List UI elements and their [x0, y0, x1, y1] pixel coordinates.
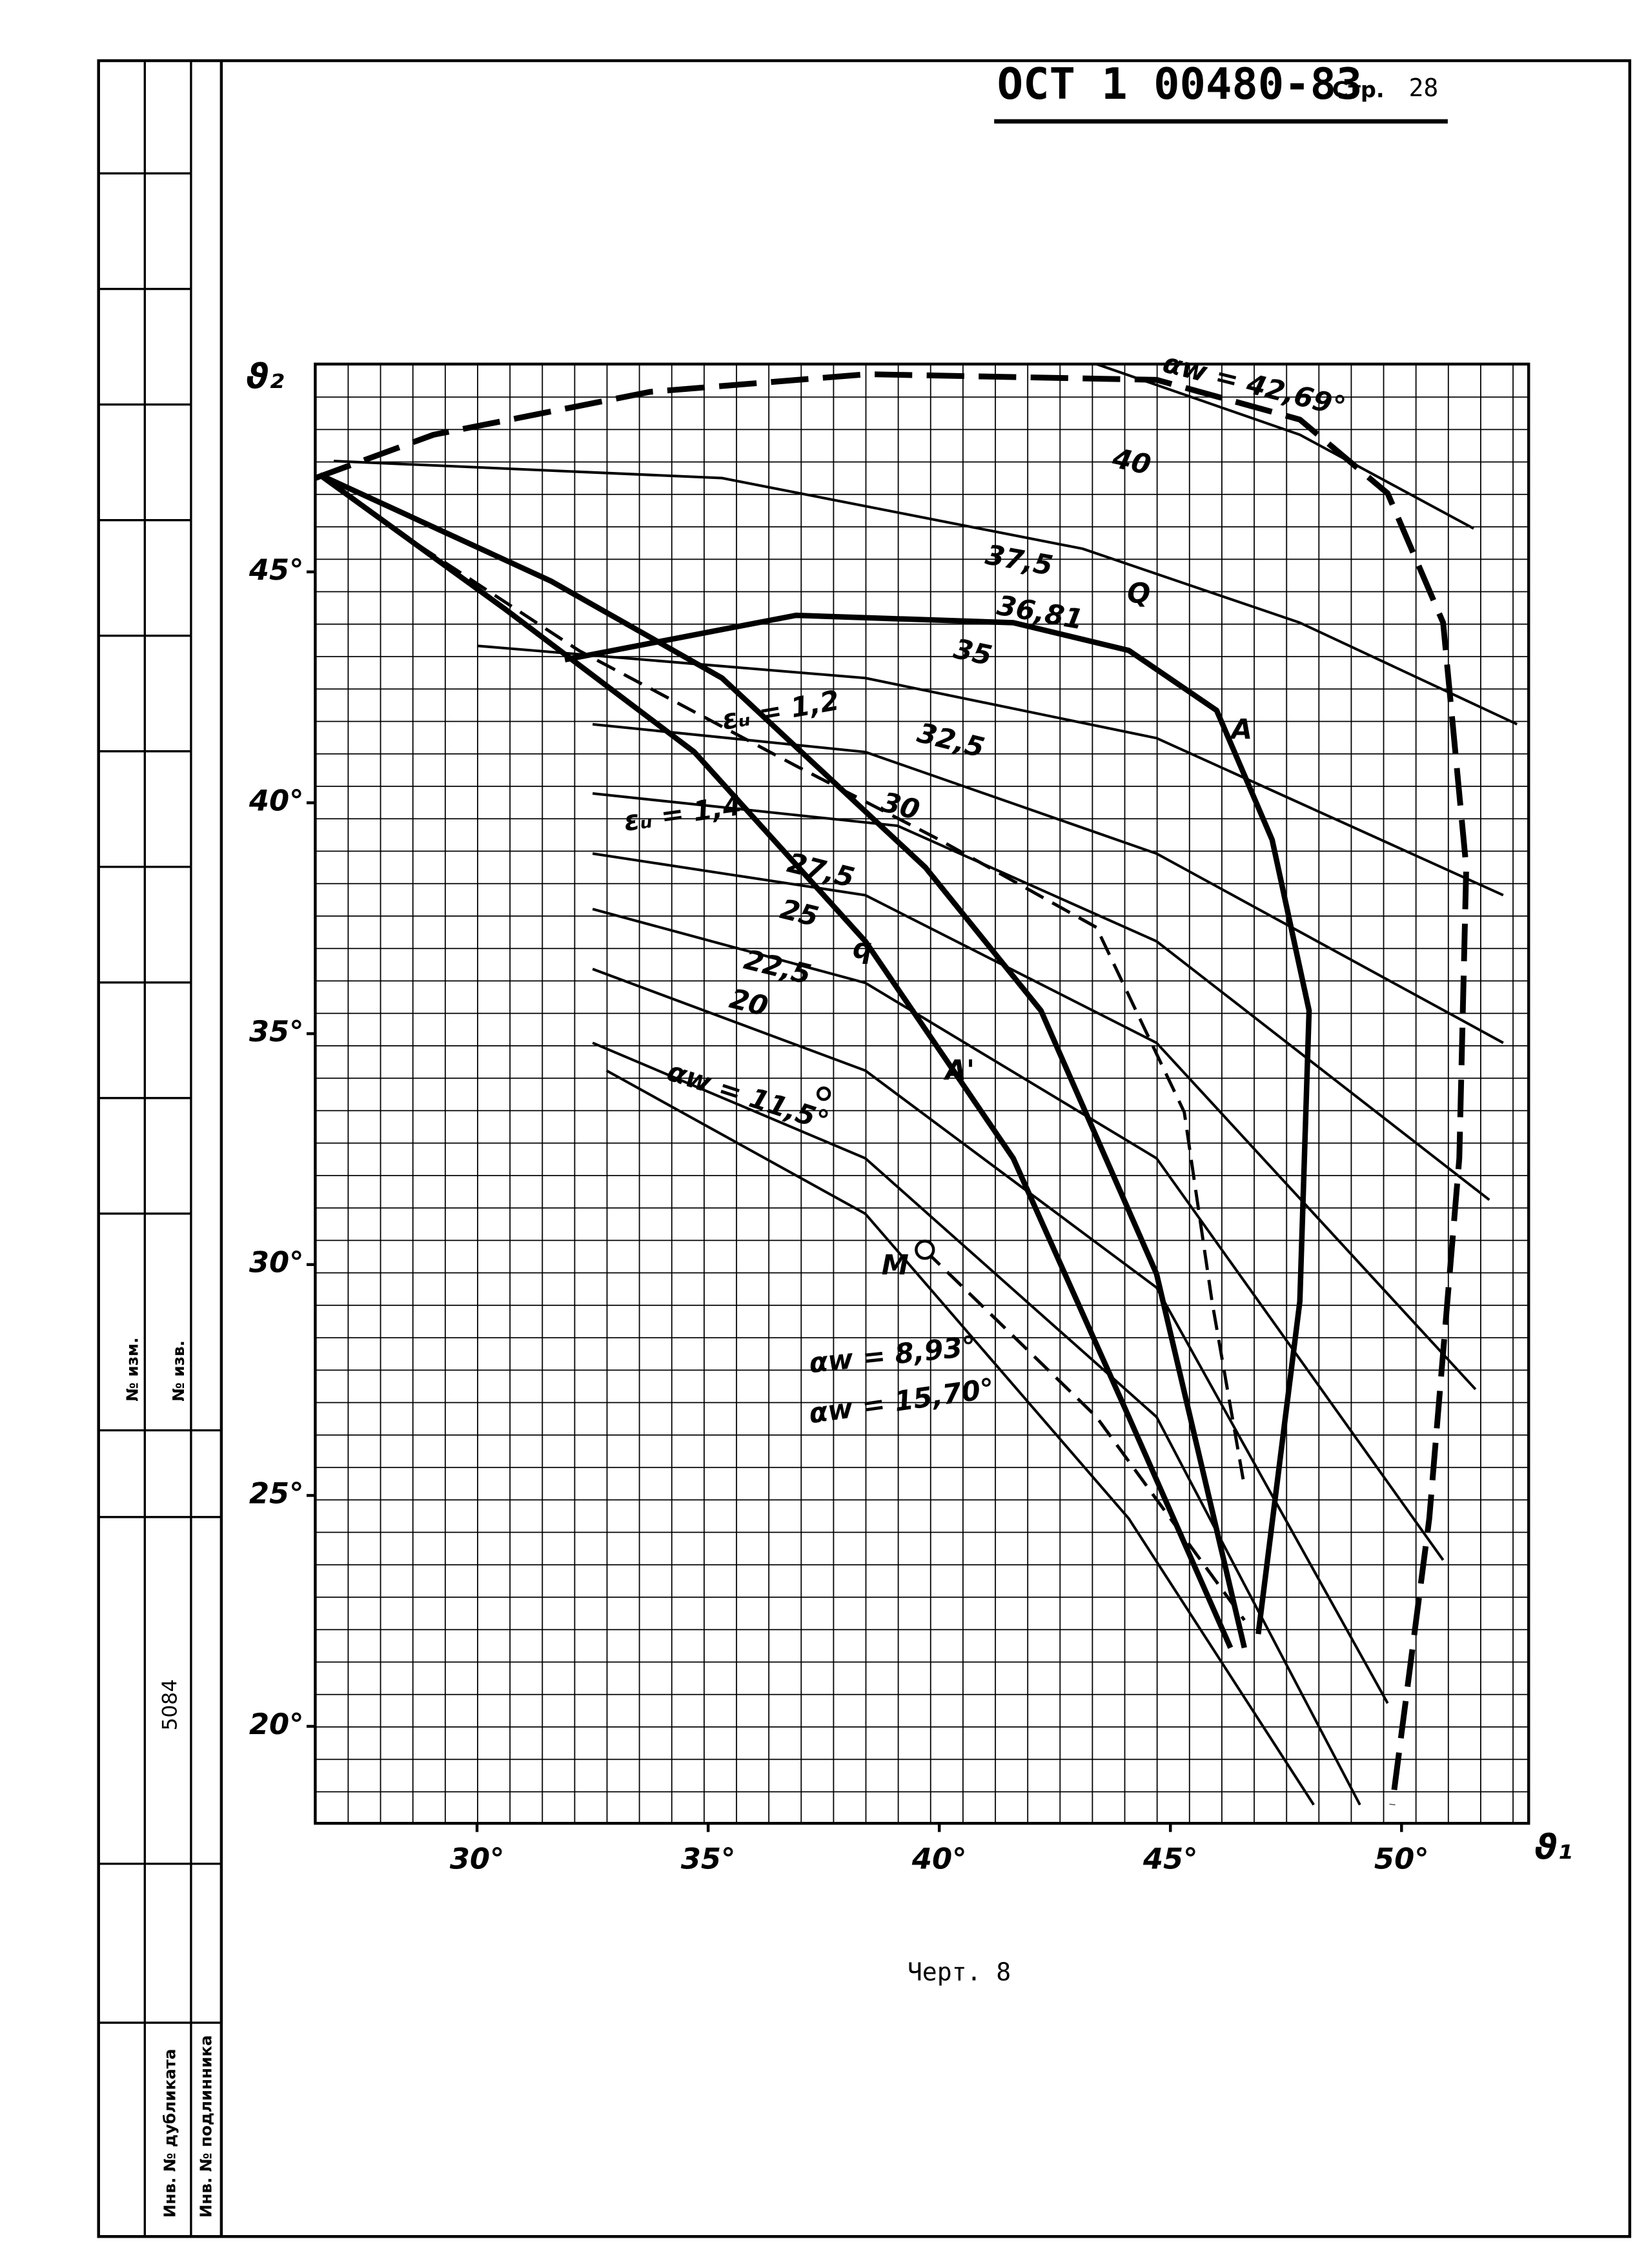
- point-label: M: [882, 1250, 909, 1282]
- stamp-text: № изв.: [169, 1340, 188, 1402]
- curve: [924, 1249, 1246, 1622]
- curve-label: 35: [951, 633, 995, 672]
- stamp-grid: [98, 172, 221, 2024]
- curve: [592, 852, 1477, 1391]
- grid: [314, 362, 1530, 1825]
- page-number: 28: [1408, 74, 1438, 102]
- point-label: Q: [1127, 578, 1150, 610]
- page-frame: [97, 59, 1632, 2238]
- curve: [592, 722, 1504, 1045]
- x-tick-label: 50°: [1374, 1841, 1429, 1875]
- point-label: A: [1229, 714, 1252, 746]
- page-label: Стр.: [1332, 77, 1385, 102]
- curve: [592, 968, 1389, 1704]
- curve: [319, 473, 1246, 1487]
- y-tick-label: 45°: [249, 553, 304, 587]
- curve: [605, 1069, 1315, 1806]
- x-tick-label: 45°: [1143, 1841, 1198, 1875]
- curve: [1095, 363, 1474, 530]
- stamp-number: 5084: [159, 1679, 182, 1731]
- y-tick-label: 35°: [249, 1014, 304, 1048]
- curve: [333, 460, 1518, 726]
- x-tick-label: 35°: [681, 1841, 736, 1875]
- y-tick-label: 40°: [249, 783, 304, 817]
- point-marker: [915, 1240, 935, 1260]
- curve: [564, 612, 1312, 1635]
- point-label: A': [943, 1055, 975, 1087]
- x-tick-label: 40°: [911, 1841, 967, 1875]
- y-axis-label: ϑ₂: [246, 356, 284, 396]
- standard-number: ОСТ 1 00480-83: [997, 59, 1363, 109]
- stamp-text: Инв. № дубликата: [161, 2048, 179, 2218]
- x-tick-label: 30°: [450, 1841, 505, 1875]
- curve: [476, 644, 1504, 897]
- y-tick-label: 25°: [249, 1476, 304, 1510]
- caption: Черт. 8: [908, 1957, 1011, 1986]
- curve: [592, 908, 1445, 1561]
- curve: [315, 371, 1470, 1806]
- stamp-text: № изм.: [123, 1338, 141, 1402]
- stamp-text: Инв. № подлинника: [197, 2035, 216, 2218]
- curve-label: 40: [1109, 443, 1153, 482]
- curve: [592, 1041, 1361, 1806]
- x-axis-label: ϑ₁: [1534, 1826, 1572, 1867]
- curves: [315, 363, 1518, 1806]
- y-tick-label: 20°: [249, 1707, 304, 1741]
- curve: [318, 472, 1247, 1649]
- point-marker: [816, 1086, 831, 1101]
- point-label: q: [853, 934, 872, 965]
- curve: [318, 473, 1234, 1650]
- y-tick-label: 30°: [249, 1245, 304, 1280]
